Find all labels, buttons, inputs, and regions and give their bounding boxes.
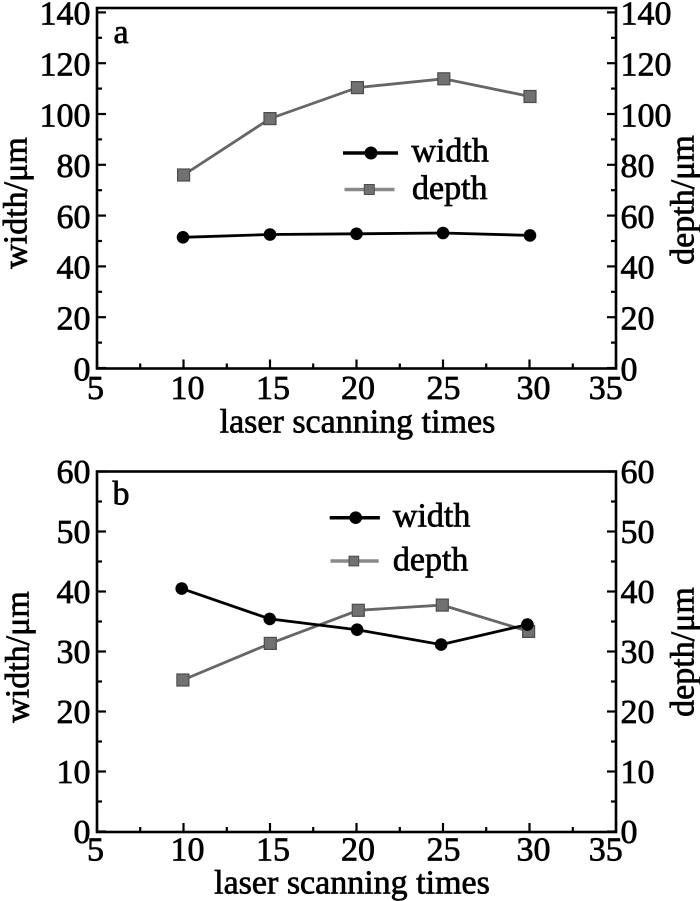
svg-text:width/μm: width/μm <box>0 591 37 723</box>
svg-text:60: 60 <box>57 454 91 491</box>
svg-text:20: 20 <box>57 301 91 338</box>
svg-text:40: 40 <box>621 574 655 611</box>
svg-text:25: 25 <box>427 370 461 407</box>
svg-text:60: 60 <box>57 199 91 236</box>
svg-text:depth: depth <box>393 541 469 578</box>
svg-text:5: 5 <box>87 370 104 407</box>
svg-text:width: width <box>393 498 470 535</box>
svg-text:60: 60 <box>621 199 655 236</box>
svg-text:laser scanning times: laser scanning times <box>214 865 490 901</box>
svg-text:width/μm: width/μm <box>0 137 35 269</box>
svg-text:120: 120 <box>40 47 91 84</box>
svg-text:15: 15 <box>256 832 290 869</box>
svg-text:10: 10 <box>171 370 205 407</box>
svg-text:width: width <box>411 133 488 170</box>
svg-text:20: 20 <box>341 832 375 869</box>
svg-text:50: 50 <box>57 514 91 551</box>
svg-text:0: 0 <box>74 351 91 388</box>
svg-text:20: 20 <box>621 301 655 338</box>
svg-text:40: 40 <box>57 250 91 287</box>
svg-text:0: 0 <box>74 814 91 851</box>
svg-text:35: 35 <box>589 370 623 407</box>
svg-text:60: 60 <box>621 454 655 491</box>
svg-text:30: 30 <box>517 832 551 869</box>
svg-text:30: 30 <box>517 370 551 407</box>
svg-text:10: 10 <box>621 754 655 791</box>
svg-text:b: b <box>113 476 130 513</box>
svg-text:10: 10 <box>171 832 205 869</box>
svg-text:a: a <box>113 14 128 51</box>
svg-text:0: 0 <box>621 351 638 388</box>
svg-text:10: 10 <box>57 754 91 791</box>
svg-text:depth/μm: depth/μm <box>665 135 700 265</box>
svg-text:120: 120 <box>621 47 672 84</box>
svg-text:140: 140 <box>621 0 672 33</box>
svg-text:0: 0 <box>621 814 638 851</box>
svg-text:80: 80 <box>57 148 91 185</box>
svg-text:laser scanning times: laser scanning times <box>220 404 496 441</box>
svg-text:20: 20 <box>57 694 91 731</box>
svg-text:30: 30 <box>57 634 91 671</box>
svg-text:15: 15 <box>256 370 290 407</box>
svg-text:50: 50 <box>621 514 655 551</box>
svg-text:100: 100 <box>621 97 672 134</box>
svg-text:40: 40 <box>621 250 655 287</box>
svg-text:80: 80 <box>621 148 655 185</box>
svg-text:5: 5 <box>87 832 104 869</box>
svg-text:20: 20 <box>341 370 375 407</box>
svg-text:30: 30 <box>621 634 655 671</box>
svg-text:20: 20 <box>621 694 655 731</box>
svg-text:40: 40 <box>57 574 91 611</box>
svg-text:35: 35 <box>589 832 623 869</box>
svg-text:100: 100 <box>40 97 91 134</box>
svg-text:depth/μm: depth/μm <box>665 587 700 717</box>
svg-text:140: 140 <box>40 0 91 33</box>
svg-text:depth: depth <box>412 170 488 207</box>
svg-text:25: 25 <box>427 832 461 869</box>
